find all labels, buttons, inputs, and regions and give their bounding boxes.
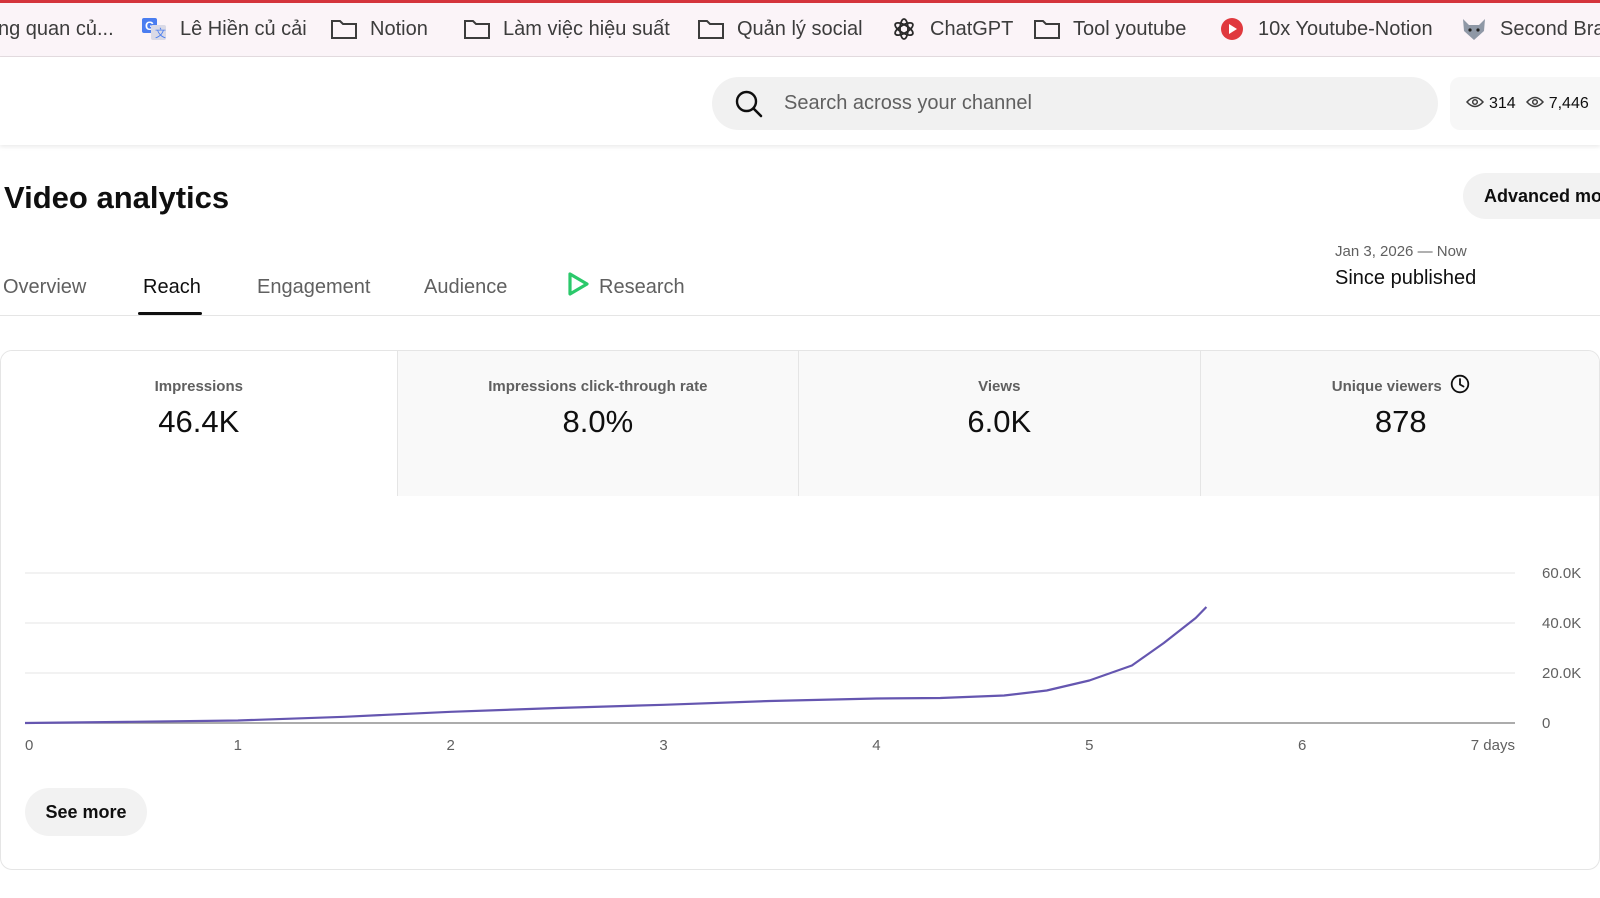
bookmark-item[interactable]: 10x Youtube-Notion [1218, 14, 1433, 44]
metric-label: Impressions click-through rate [488, 377, 708, 395]
metric-label: Unique viewers [1331, 377, 1442, 395]
fox-icon [1460, 17, 1488, 41]
y-tick-label: 0 [1542, 715, 1550, 732]
bookmark-label: Quản lý social [737, 17, 863, 40]
metric-label: Impressions [154, 377, 243, 395]
chart-svg: 0 20.0K 40.0K 60.0K 0 1 2 3 4 5 6 7 days [24, 565, 1581, 754]
x-tick-label: 7 days [1471, 737, 1515, 754]
metric-tabs: Impressions 46.4K Impressions click-thro… [1, 351, 1599, 496]
bookmark-label: ChatGPT [930, 17, 1014, 40]
svg-text:G: G [145, 19, 154, 33]
active-tab-indicator [138, 312, 202, 315]
tab-label: Audience [424, 275, 508, 298]
tab-label: Engagement [257, 275, 371, 298]
tab-research[interactable]: Research [565, 272, 685, 302]
date-range-label[interactable]: Since published [1335, 267, 1477, 289]
y-tick-label: 60.0K [1542, 565, 1581, 582]
folder-icon [330, 17, 358, 41]
svg-text:文: 文 [155, 26, 166, 40]
metric-views[interactable]: Views 6.0K [798, 351, 1200, 496]
bookmark-label: Second Bra [1500, 17, 1600, 40]
bookmark-label: 10x Youtube-Notion [1258, 17, 1433, 40]
folder-icon [1033, 17, 1061, 41]
studio-header: 314 7,446 [0, 57, 1600, 145]
bookmark-label: Làm việc hiệu suất [503, 17, 670, 40]
count-value: 314 [1489, 94, 1516, 112]
advanced-mode-button[interactable]: Advanced mo [1463, 173, 1600, 219]
y-tick-label: 20.0K [1542, 665, 1581, 682]
x-tick-label: 6 [1298, 737, 1306, 754]
reach-card: Impressions 46.4K Impressions click-thro… [0, 350, 1600, 870]
bookmark-item[interactable]: Quản lý social [697, 14, 863, 44]
folder-icon [463, 17, 491, 41]
impressions-line [24, 606, 1208, 725]
search-icon[interactable] [732, 87, 766, 121]
metric-unique-viewers[interactable]: Unique viewers 878 [1199, 351, 1599, 496]
x-tick-label: 4 [872, 737, 880, 754]
x-tick-label: 3 [659, 737, 667, 754]
metric-value: 6.0K [967, 404, 1032, 439]
bookmark-item[interactable]: ChatGPT [890, 14, 1013, 44]
tab-label: Research [599, 275, 685, 298]
research-icon [565, 271, 591, 303]
youtube-play-icon [1218, 17, 1246, 41]
date-range[interactable]: Jan 3, 2026 — Now [1335, 243, 1467, 260]
count-item: 7,446 [1525, 94, 1589, 113]
page-title: Video analytics [4, 180, 230, 215]
x-tick-label: 0 [25, 737, 33, 754]
tab-overview[interactable]: Overview [3, 272, 86, 302]
metric-value: 8.0% [562, 404, 634, 439]
tab-reach[interactable]: Reach [143, 272, 201, 302]
realtime-counts: 314 7,446 [1450, 77, 1600, 130]
tab-label: Overview [3, 275, 87, 298]
y-tick-label: 40.0K [1542, 615, 1581, 632]
bookmark-label: ng quan củ... [0, 17, 114, 40]
x-tick-label: 1 [234, 737, 242, 754]
metric-label-row: Unique viewers [1331, 374, 1470, 398]
x-tick-label: 5 [1085, 737, 1093, 754]
bookmark-item[interactable]: Notion [330, 14, 428, 44]
bookmark-label: Tool youtube [1073, 17, 1187, 40]
see-more-button[interactable]: See more [25, 788, 147, 836]
metric-impressions[interactable]: Impressions 46.4K [1, 351, 397, 496]
tab-engagement[interactable]: Engagement [257, 272, 370, 302]
count-item: 314 [1465, 94, 1516, 113]
folder-icon [697, 17, 725, 41]
eye-icon [1525, 95, 1544, 113]
x-tick-label: 2 [447, 737, 455, 754]
bookmark-item[interactable]: Second Bra [1460, 14, 1600, 44]
count-value: 7,446 [1548, 94, 1589, 112]
impressions-chart: 0 20.0K 40.0K 60.0K 0 1 2 3 4 5 6 7 days [0, 518, 1600, 768]
bookmark-item[interactable]: Làm việc hiệu suất [463, 14, 670, 44]
clock-icon [1450, 374, 1470, 398]
search-input[interactable] [784, 92, 1384, 115]
bookmark-item[interactable]: Tool youtube [1033, 14, 1186, 44]
tab-label: Reach [143, 275, 201, 298]
tab-audience[interactable]: Audience [424, 272, 507, 302]
bookmark-label: Notion [370, 17, 428, 40]
metric-value: 46.4K [158, 404, 240, 439]
bookmark-item[interactable]: ng quan củ... [0, 14, 114, 44]
metric-value: 878 [1374, 404, 1427, 439]
metric-ctr[interactable]: Impressions click-through rate 8.0% [396, 351, 799, 496]
openai-icon [890, 17, 918, 41]
bookmark-label: Lê Hiền củ cải [180, 17, 307, 40]
channel-search-bar[interactable] [712, 77, 1438, 130]
metric-label: Views [978, 377, 1021, 395]
analytics-tabs: Overview Reach Engagement Audience Resea… [0, 258, 1600, 316]
eye-icon [1465, 95, 1485, 113]
